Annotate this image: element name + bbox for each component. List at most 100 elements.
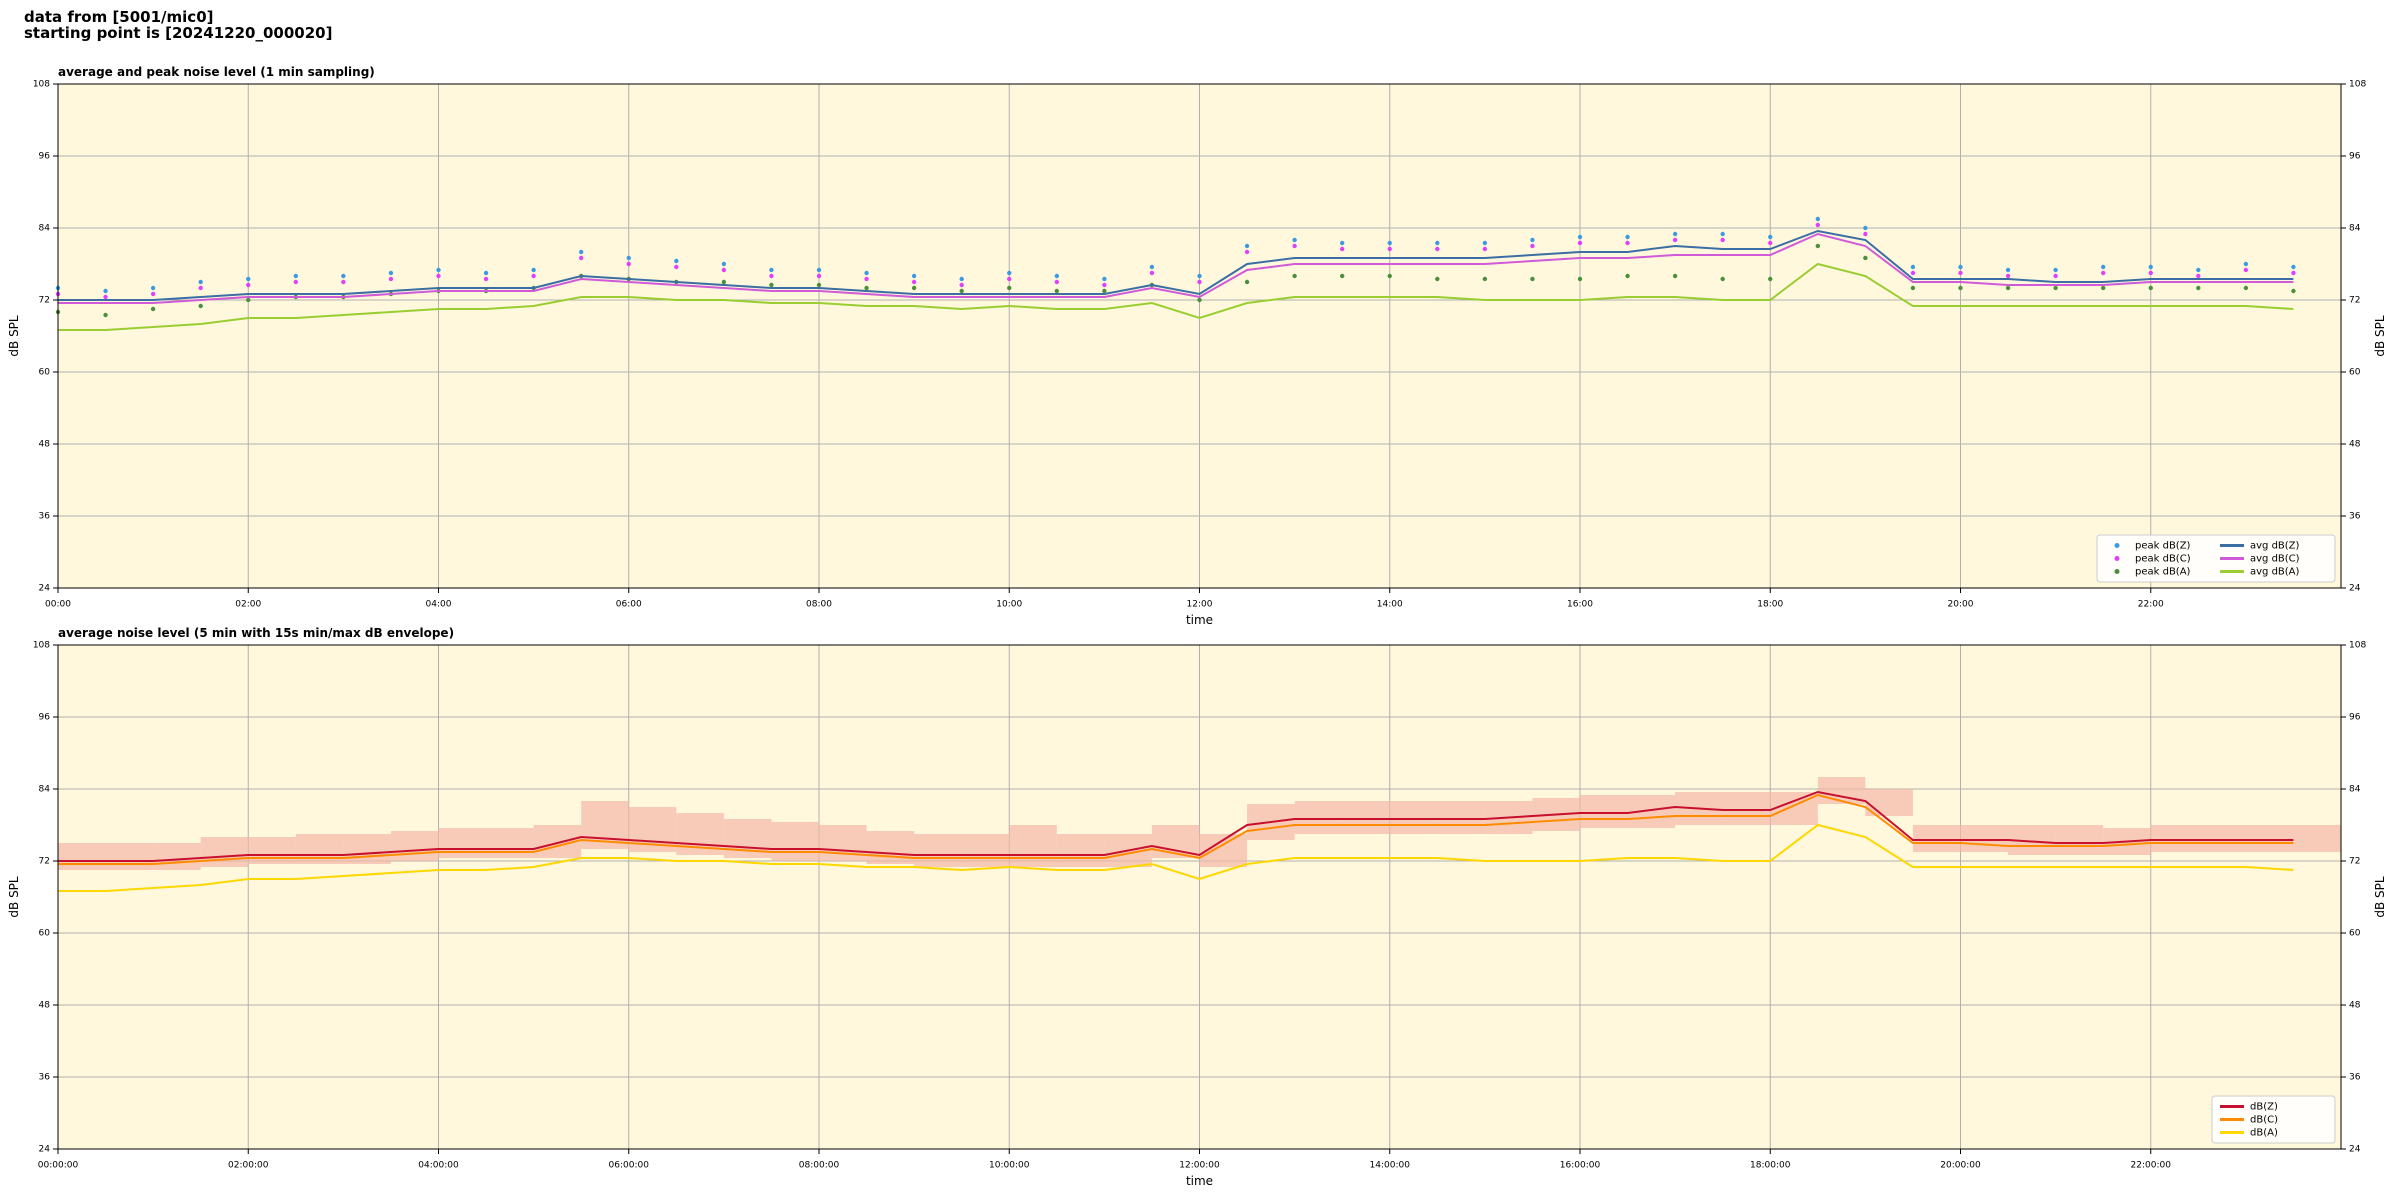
peak-point [1435,276,1440,282]
legend-label: peak dB(A) [2135,567,2191,578]
envelope [1580,795,1628,828]
y-tick-label: 60 [39,368,51,378]
peak-point [578,249,584,255]
envelope [1437,801,1485,834]
peak-point [1530,276,1535,282]
chart: average noise level (5 min with 15s min/… [7,626,2387,1188]
peak-point [1387,273,1392,279]
peak-point [2243,285,2249,291]
legend-label: avg dB(Z) [2250,541,2300,552]
legend-label: dB(C) [2250,1115,2278,1126]
y-tick-label: 96 [39,713,51,723]
y-tick-label: 84 [39,785,51,795]
y-tick-label: 36 [39,512,51,522]
peak-point [1672,273,1678,279]
peak-point [2005,267,2011,273]
peak-point [2196,285,2201,291]
peak-point [531,273,536,279]
peak-point [816,273,822,279]
peak-point [2053,267,2058,273]
x-tick-label: 00:00:00 [38,1161,79,1171]
peak-point [1149,264,1155,270]
peak-point [721,279,727,285]
peak-point [769,282,774,288]
peak-point [864,276,869,282]
peak-point [1244,249,1250,255]
peak-point [1577,240,1583,246]
plot-frame [57,83,2342,589]
peak-point [2291,288,2296,294]
peak-point [1815,243,1821,249]
peak-point [1958,270,1963,276]
envelope [1770,792,1818,825]
peak-point [959,282,964,288]
legend-label: peak dB(Z) [2135,541,2191,552]
x-tick-label: 00:00 [45,600,71,610]
peak-point [1815,222,1821,228]
envelope [914,834,962,867]
peak-point [959,276,964,282]
peak-point [721,261,727,267]
peak-point [2053,285,2058,291]
x-tick-label: 10:00:00 [989,1161,1030,1171]
x-tick-label: 20:00 [1948,600,1974,610]
peak-point [1007,270,1012,276]
peak-point [1768,234,1773,240]
peak-point [1720,237,1725,243]
peak-point [1292,237,1297,243]
peak-point [2100,264,2106,270]
envelope [866,831,915,864]
y-axis-label: dB SPL [7,876,21,918]
peak-point [1197,273,1202,279]
peak-point [2005,273,2011,279]
peak-point [2148,264,2153,270]
y-tick-label-right: 72 [2349,296,2360,306]
peak-point [1387,240,1392,246]
peak-point [1102,276,1107,282]
peak-point [1577,234,1583,240]
peak-point [436,267,441,273]
peak-point [1482,246,1488,252]
peak-point [2243,261,2249,267]
envelope [390,831,439,861]
y-tick-label-right: 48 [2349,440,2361,450]
envelope [153,843,201,870]
envelope [2293,825,2341,852]
peak-point [2100,270,2106,276]
peak-point [769,267,774,273]
peak-point [1054,288,1060,294]
header-source: data from [5001/mic0] [24,8,214,26]
peak-point [1339,273,1345,279]
x-axis-label: time [1186,613,1213,627]
x-tick-label: 04:00 [426,600,452,610]
peak-point [1007,285,1012,291]
legend-label: peak dB(C) [2135,554,2191,565]
y-tick-label-right: 72 [2349,857,2360,867]
y-tick-label-right: 96 [2349,152,2361,162]
y-tick-label: 108 [33,80,50,90]
peak-point [246,297,251,303]
legend-label: avg dB(C) [2250,554,2300,565]
x-tick-label: 02:00 [235,600,261,610]
x-tick-label: 08:00 [806,600,832,610]
peak-point [2148,270,2153,276]
y-tick-label: 60 [39,929,51,939]
peak-point [1768,276,1773,282]
envelope [771,822,819,861]
x-tick-label: 06:00 [616,600,642,610]
peak-point [1625,234,1630,240]
peak-point [1672,237,1678,243]
peak-point [1339,246,1345,252]
x-tick-label: 22:00 [2138,600,2164,610]
x-tick-label: 18:00:00 [1750,1161,1791,1171]
chart-title: average noise level (5 min with 15s min/… [58,626,454,640]
peak-point [1149,270,1155,276]
peak-point [341,273,346,279]
peak-point [626,261,631,267]
y-axis-label: dB SPL [7,315,21,357]
y-tick-label: 96 [39,152,51,162]
peak-point [1577,276,1583,282]
peak-point [769,273,774,279]
series-line [58,232,2294,304]
